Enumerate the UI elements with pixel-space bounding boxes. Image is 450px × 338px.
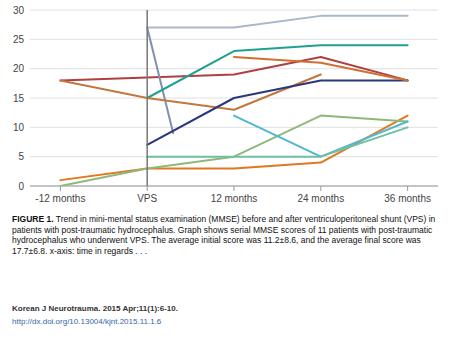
x-tick-label: -12 months (35, 193, 85, 204)
x-tick (320, 186, 321, 191)
y-tick-label: 0 (18, 181, 24, 192)
journal: Korean J Neurotrauma. 2015 Apr;11(1):6-1… (12, 304, 178, 313)
x-tick-label: VPS (137, 193, 157, 204)
series-line (234, 57, 408, 80)
grid-line (30, 10, 438, 11)
grid-line (30, 68, 438, 69)
grid-line (30, 39, 438, 40)
y-tick-label: 30 (13, 5, 25, 16)
series-line (147, 28, 173, 134)
y-tick-label: 5 (18, 151, 24, 162)
caption: FIGURE 1. Trend in mini-mental status ex… (12, 214, 438, 256)
caption-label: FIGURE 1. (12, 214, 54, 224)
y-tick-label: 10 (13, 122, 25, 133)
reference-line (146, 10, 148, 186)
series-line (60, 57, 407, 80)
caption-text: Trend in mini-mental status examination … (12, 214, 435, 256)
x-tick-label: 36 months (384, 193, 431, 204)
x-tick-label: 24 months (297, 193, 344, 204)
x-tick (407, 186, 408, 191)
plot-area (60, 10, 407, 186)
series-line (147, 16, 407, 28)
x-tick-label: 12 months (211, 193, 258, 204)
x-tick (234, 186, 235, 191)
x-tick (147, 186, 148, 191)
series-line (60, 75, 320, 110)
series-line (60, 116, 407, 181)
y-tick-label: 20 (13, 63, 25, 74)
series-line (147, 127, 407, 156)
x-tick (60, 186, 61, 191)
y-tick-label: 15 (13, 93, 25, 104)
y-tick-label: 25 (13, 34, 25, 45)
grid (30, 10, 438, 186)
doi: http://dx.doi.org/10.13004/kjnt.2015.11.… (12, 317, 161, 326)
series-line (60, 116, 407, 186)
chart: 0 5 10 15 20 25 30 -12 months VPS 12 months 24 mon… (0, 0, 450, 212)
grid-line (30, 127, 438, 128)
